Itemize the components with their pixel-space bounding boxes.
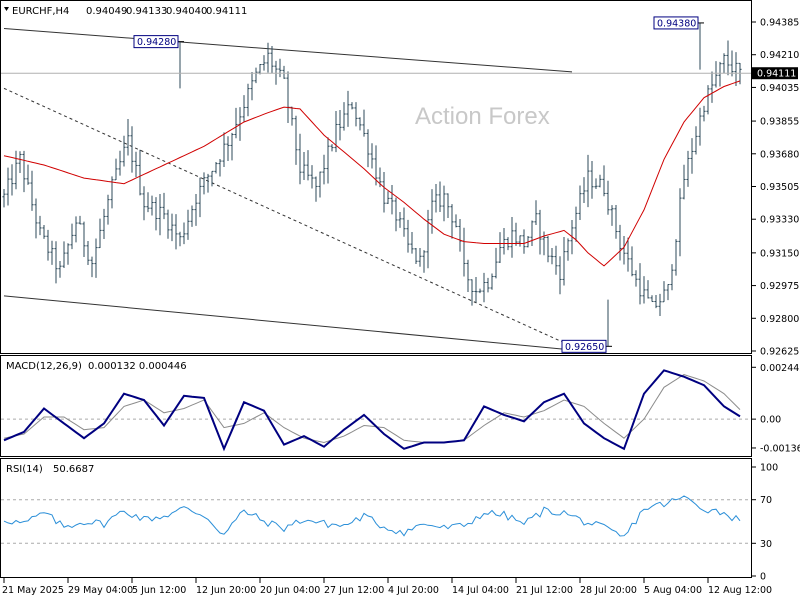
time-tick-label: 12 Aug 12:00: [708, 585, 772, 596]
rsi-label: RSI(14): [6, 464, 43, 475]
trendline: [3, 295, 593, 353]
price-tick-label: 0.93505: [760, 182, 799, 193]
price-tick-label: 0.92625: [760, 347, 799, 358]
macd-tick-label: -0.00136: [760, 443, 800, 454]
annotation-box: [653, 16, 699, 30]
trendlines: [3, 28, 593, 353]
rsi-tick-label: 100: [760, 463, 778, 474]
annotation-label: 0.94380: [657, 18, 696, 29]
macd-values: 0.000132 0.000446: [88, 361, 187, 372]
price-axis: 0.94385 0.94210 0.94035 0.93855 0.93680 0.935…: [1, 18, 799, 358]
moving-average-line: [3, 80, 741, 267]
price-tick-label: 0.94035: [760, 83, 799, 94]
chart-header: EURCHF,H4 0.94049 0.94133 0.94040 0.9411…: [4, 6, 247, 17]
annotation-box: [561, 339, 607, 353]
rsi-panel-frame: [0, 458, 752, 578]
time-tick-label: 21 Jul 12:00: [516, 585, 573, 596]
watermark: Action Forex: [415, 103, 550, 130]
current-price-tag: [752, 67, 798, 80]
collapse-triangle-icon[interactable]: [4, 7, 9, 11]
high-value: 0.94133: [126, 6, 167, 17]
price-tick-label: 0.93150: [760, 248, 799, 259]
time-tick-label: 14 Jul 04:00: [452, 585, 509, 596]
time-axis: 21 May 2025 29 May 04:005 Jun 12:00 12 Jun…: [2, 578, 772, 596]
symbol-label: EURCHF,H4: [12, 6, 69, 17]
macd-label: MACD(12,26,9): [6, 361, 82, 372]
price-tick-label: 0.93680: [760, 149, 799, 160]
trendline: [3, 28, 573, 73]
moving-average: [3, 80, 741, 267]
price-bars: [2, 22, 742, 347]
time-tick-label: 28 Jul 20:00: [580, 585, 637, 596]
annotation-label: 0.94280: [137, 37, 176, 48]
rsi-tick-label: 30: [760, 539, 772, 550]
price-annotations: 0.94280 0.94380 0.92650: [133, 16, 704, 353]
annotation-box: [133, 35, 179, 49]
rsi-tick-label: 70: [760, 495, 772, 506]
time-tick-label: 29 May 04:00: [68, 585, 133, 596]
rsi-header: RSI(14) 50.6687: [6, 464, 94, 475]
price-tick-label: 0.92800: [760, 314, 799, 325]
macd-indicator: 0.002445 0.00 -0.00136: [1, 363, 800, 454]
price-tick-label: 0.92975: [760, 281, 799, 292]
macd-header: MACD(12,26,9) 0.000132 0.000446: [6, 361, 187, 372]
macd-signal-line: [3, 374, 741, 444]
rsi-line: [3, 495, 741, 537]
time-tick-label: 12 Jun 20:00: [196, 585, 256, 596]
time-tick-label: 5 Aug 04:00: [644, 585, 702, 596]
price-tick-label: 0.93855: [760, 117, 799, 128]
rsi-tick-label: 0: [760, 572, 766, 583]
annotation-label: 0.92650: [565, 342, 604, 353]
price-tick-label: 0.94210: [760, 50, 799, 61]
price-tick-label: 0.94385: [760, 18, 799, 29]
time-tick-label: 4 Jul 20:00: [388, 585, 439, 596]
rsi-value: 50.6687: [53, 464, 94, 475]
trendline-dashed: [3, 87, 573, 347]
close-value: 0.94111: [206, 6, 247, 17]
current-price-label: 0.94111: [757, 69, 796, 80]
time-tick-label: 21 May 2025: [2, 585, 64, 596]
price-tick-label: 0.93330: [760, 215, 799, 226]
macd-line: [3, 369, 741, 452]
time-tick-label: 5 Jun 12:00: [132, 585, 186, 596]
time-tick-label: 27 Jun 12:00: [324, 585, 384, 596]
time-tick-label: 20 Jun 04:00: [260, 585, 320, 596]
open-value: 0.94049: [86, 6, 127, 17]
low-value: 0.94040: [166, 6, 207, 17]
macd-tick-label: 0.002445: [760, 363, 800, 374]
macd-tick-label: 0.00: [760, 415, 781, 426]
rsi-indicator: 100 70 30 0: [1, 463, 778, 583]
